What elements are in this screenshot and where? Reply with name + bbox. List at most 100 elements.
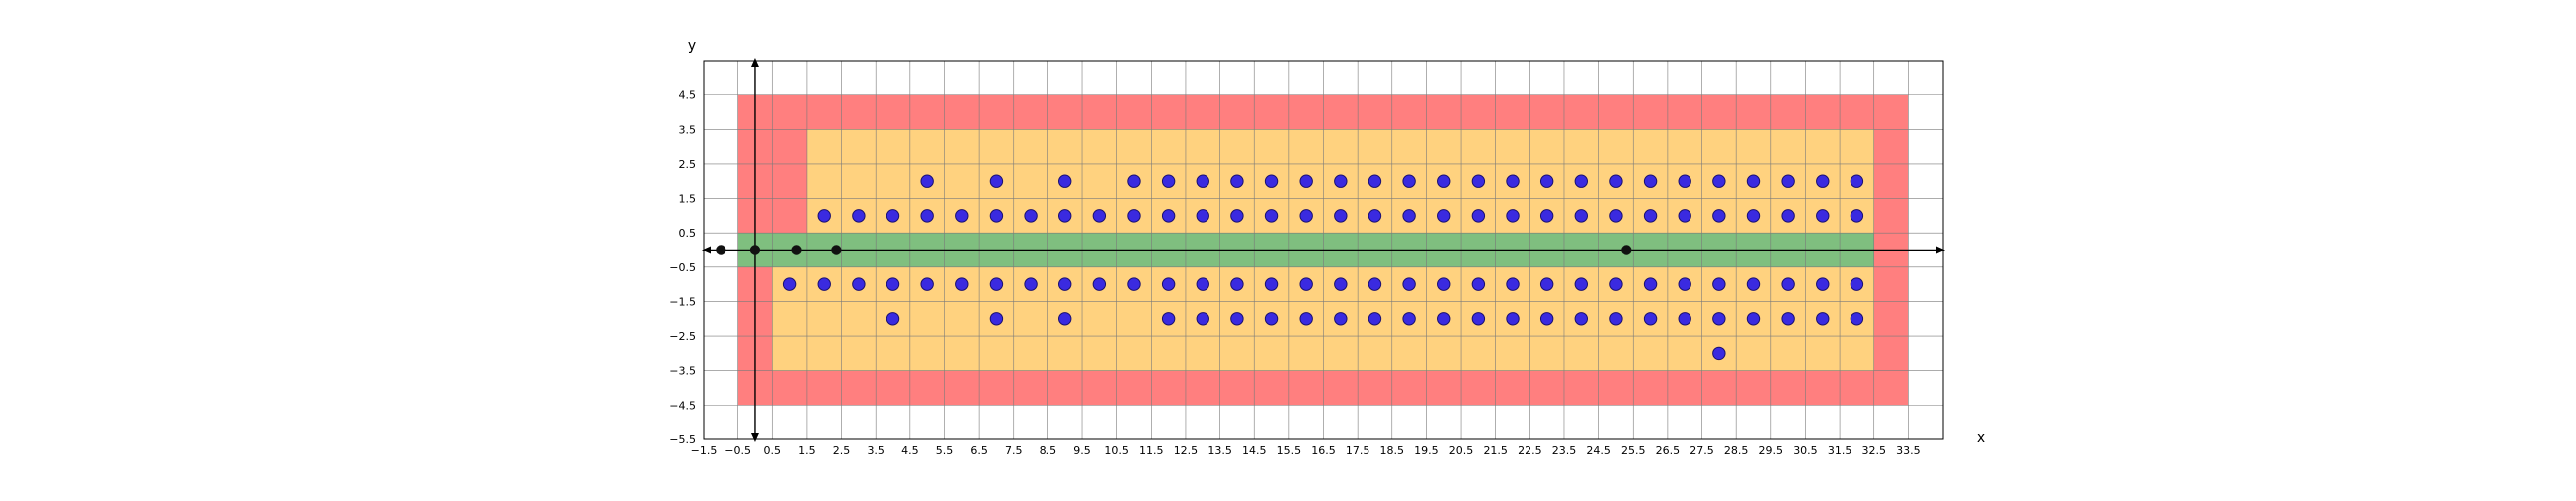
- blue-point: [1574, 174, 1588, 188]
- blue-point: [1746, 174, 1761, 188]
- blue-point: [1816, 209, 1830, 223]
- x-tick-label: 33.5: [1896, 444, 1921, 457]
- blue-point: [1471, 174, 1486, 188]
- blue-point: [1196, 312, 1209, 326]
- y-axis-label: y: [688, 38, 696, 54]
- blue-point: [886, 277, 900, 291]
- blue-point: [1161, 209, 1176, 223]
- y-axis-arrow-up: [750, 58, 759, 67]
- blue-point: [1230, 174, 1244, 188]
- blue-point: [1712, 346, 1726, 361]
- x-tick-label: 19.5: [1414, 444, 1439, 457]
- blue-point: [1712, 312, 1726, 326]
- blue-point: [920, 174, 934, 188]
- blue-point: [1196, 277, 1209, 291]
- blue-point: [1024, 209, 1038, 223]
- x-tick-label: 1.5: [798, 444, 816, 457]
- y-tick-label: 1.5: [679, 193, 697, 206]
- blue-point: [1196, 174, 1209, 188]
- blue-point: [1574, 209, 1588, 223]
- blue-point: [1609, 277, 1623, 291]
- y-axis-arrow-down: [750, 433, 759, 442]
- x-tick-label: 5.5: [936, 444, 954, 457]
- blue-point: [1746, 209, 1761, 223]
- x-tick-labels: −1.5 −0.5 0.5 1.5 2.5 3.5 4.5 5.5 6.5 7.5 8.5 9.5 10…: [691, 444, 1921, 457]
- blue-point: [989, 209, 1004, 223]
- blue-point: [1161, 312, 1176, 326]
- blue-point: [1506, 312, 1520, 326]
- x-tick-label: 4.5: [901, 444, 919, 457]
- blue-point: [1816, 174, 1830, 188]
- y-tick-label: −3.5: [669, 365, 696, 378]
- blue-point: [1678, 312, 1691, 326]
- blue-point: [1058, 312, 1072, 326]
- y-tick-labels: 4.5 3.5 2.5 1.5 0.5 −0.5 −1.5 −2.5 −3.5 −4.5 −5.5: [669, 89, 696, 446]
- blue-point: [1781, 209, 1795, 223]
- blue-point: [1643, 209, 1658, 223]
- blue-point: [1574, 312, 1588, 326]
- black-point: [749, 245, 761, 255]
- x-tick-label: 0.5: [764, 444, 782, 457]
- x-tick-label: 6.5: [970, 444, 988, 457]
- blue-point: [1850, 174, 1864, 188]
- blue-point: [1678, 209, 1691, 223]
- x-axis-arrow-left: [702, 246, 711, 254]
- blue-point: [989, 277, 1004, 291]
- blue-point: [1368, 277, 1382, 291]
- blue-point: [1539, 312, 1554, 326]
- blue-point: [1058, 209, 1072, 223]
- blue-point: [1816, 277, 1830, 291]
- blue-point: [955, 277, 969, 291]
- blue-point: [1850, 209, 1864, 223]
- blue-point: [1092, 209, 1107, 223]
- blue-point: [1402, 209, 1416, 223]
- black-point: [831, 245, 842, 255]
- x-tick-label: −1.5: [691, 444, 718, 457]
- data-points: [716, 174, 1864, 361]
- x-tick-label: 27.5: [1690, 444, 1714, 457]
- blue-point: [1402, 174, 1416, 188]
- blue-point: [1334, 277, 1348, 291]
- x-tick-label: 20.5: [1449, 444, 1474, 457]
- blue-point: [1781, 174, 1795, 188]
- x-tick-label: 22.5: [1518, 444, 1542, 457]
- blue-point: [1678, 277, 1691, 291]
- blue-point: [1368, 312, 1382, 326]
- blue-point: [1264, 174, 1279, 188]
- blue-point: [1609, 174, 1623, 188]
- x-tick-label: 7.5: [1005, 444, 1023, 457]
- blue-point: [1539, 174, 1554, 188]
- x-tick-label: 13.5: [1208, 444, 1232, 457]
- blue-point: [852, 209, 866, 223]
- blue-point: [1437, 277, 1451, 291]
- blue-point: [1471, 312, 1486, 326]
- blue-point: [1506, 209, 1520, 223]
- blue-point: [852, 277, 866, 291]
- blue-point: [782, 277, 797, 291]
- blue-point: [989, 174, 1004, 188]
- blue-point: [886, 209, 900, 223]
- blue-point: [1539, 277, 1554, 291]
- blue-point: [1264, 209, 1279, 223]
- blue-point: [1402, 277, 1416, 291]
- blue-point: [1127, 277, 1141, 291]
- blue-point: [1506, 277, 1520, 291]
- blue-point: [1506, 174, 1520, 188]
- y-tick-label: −1.5: [669, 295, 696, 308]
- blue-point: [1368, 174, 1382, 188]
- x-tick-label: 2.5: [833, 444, 851, 457]
- blue-point: [1402, 312, 1416, 326]
- x-axis-label: x: [1977, 430, 1985, 446]
- y-tick-label: −2.5: [669, 330, 696, 343]
- blue-point: [1850, 277, 1864, 291]
- blue-point: [1746, 312, 1761, 326]
- blue-point: [1196, 209, 1209, 223]
- x-tick-label: 14.5: [1242, 444, 1267, 457]
- blue-point: [1024, 277, 1038, 291]
- blue-point: [1299, 277, 1313, 291]
- black-point: [716, 245, 726, 255]
- blue-point: [1334, 312, 1348, 326]
- blue-point: [1058, 174, 1072, 188]
- blue-point: [1574, 277, 1588, 291]
